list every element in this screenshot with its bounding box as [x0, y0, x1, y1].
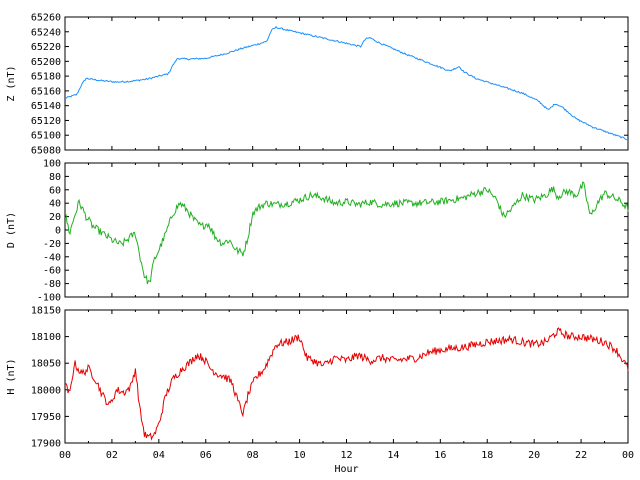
y-tick-label: 60: [49, 185, 61, 196]
y-tick-label: 65180: [31, 72, 61, 83]
plots-group: 65080 65100 65120 65140 65160 65180 65200 65220…: [6, 13, 634, 476]
panel-1: 65080 65100 65120 65140 65160 65180 65200 65220…: [6, 13, 629, 157]
x-tick-label: 18: [481, 450, 493, 461]
series-line-2: [64, 181, 629, 285]
x-tick-label: 20: [528, 450, 540, 461]
y-tick-label: 20: [49, 212, 61, 223]
x-tick-label: 10: [294, 450, 306, 461]
y-tick-label: 17950: [31, 412, 61, 423]
panel-3: 17900 17950 18000 18050 18100 18150 H (nT) 00 02…: [6, 306, 634, 476]
y-tick-label: -100: [37, 293, 61, 304]
y-tick-label: 65220: [31, 42, 61, 53]
y-tick-label: 18150: [31, 306, 61, 317]
panel-2: -100 -80 -60 -40 -20 0 20 40 60 80 100 D (nT): [6, 159, 629, 304]
y-tick-label: 65260: [31, 13, 61, 24]
y-axis-label: Z (nT): [6, 65, 17, 101]
x-tick-label: 00: [622, 450, 634, 461]
y-tick-label: 65140: [31, 101, 61, 112]
x-tick-label: 12: [340, 450, 352, 461]
series-line-1: [64, 25, 629, 141]
y-axis-label: H (nT): [6, 358, 17, 394]
x-tick-label: 00: [59, 450, 71, 461]
x-tick-label: 08: [247, 450, 259, 461]
y-tick-label: -80: [43, 279, 61, 290]
x-tick-label: 22: [575, 450, 587, 461]
x-axis-label: Hour: [334, 464, 358, 475]
y-tick-label: 65080: [31, 146, 61, 157]
y-tick-label: -20: [43, 239, 61, 250]
y-tick-label: 18100: [31, 332, 61, 343]
y-tick-label: 65120: [31, 116, 61, 127]
y-tick-label: 80: [49, 172, 61, 183]
y-axis-label: D (nT): [6, 212, 17, 248]
y-tick-label: -60: [43, 266, 61, 277]
series-line-3: [64, 327, 629, 441]
y-tick-label: -40: [43, 252, 61, 263]
y-tick-label: 17900: [31, 439, 61, 450]
x-tick-label: 02: [106, 450, 118, 461]
y-tick-label: 0: [55, 226, 61, 237]
x-tick-label: 14: [387, 450, 399, 461]
y-tick-label: 65200: [31, 57, 61, 68]
y-tick-label: 65160: [31, 86, 61, 97]
y-tick-label: 18050: [31, 359, 61, 370]
y-tick-label: 18000: [31, 385, 61, 396]
y-tick-label: 65100: [31, 131, 61, 142]
y-tick-label: 100: [43, 159, 61, 170]
x-tick-label: 06: [200, 450, 212, 461]
y-tick-label: 40: [49, 199, 61, 210]
x-tick-label: 16: [434, 450, 446, 461]
y-tick-label: 65240: [31, 27, 61, 38]
x-tick-label: 04: [153, 450, 165, 461]
